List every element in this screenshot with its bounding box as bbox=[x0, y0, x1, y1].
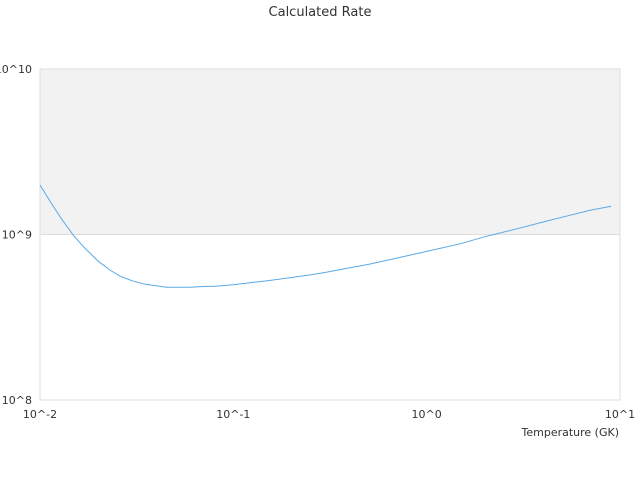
chart-title: Calculated Rate bbox=[269, 5, 372, 20]
rate-series-line bbox=[39, 184, 612, 288]
plot-area-frame bbox=[39, 68, 621, 401]
series-layer bbox=[39, 184, 612, 288]
y-tick-label: 10^9 bbox=[2, 229, 32, 242]
shaded-band bbox=[40, 69, 620, 235]
band-layer bbox=[40, 69, 620, 235]
y-tick-label: 10^10 bbox=[0, 63, 32, 76]
y-tick-label: 10^8 bbox=[2, 394, 32, 407]
x-axis-ticks: 10^-2 10^-1 10^0 10^1 bbox=[23, 408, 635, 421]
x-tick-label: 10^-2 bbox=[23, 408, 57, 421]
x-tick-label: 10^0 bbox=[412, 408, 442, 421]
x-tick-label: 10^-1 bbox=[216, 408, 250, 421]
x-axis-title: Temperature (GK) bbox=[521, 426, 620, 439]
x-tick-label: 10^1 bbox=[605, 408, 635, 421]
y-axis-ticks: 10^8 10^9 10^10 bbox=[0, 63, 32, 407]
